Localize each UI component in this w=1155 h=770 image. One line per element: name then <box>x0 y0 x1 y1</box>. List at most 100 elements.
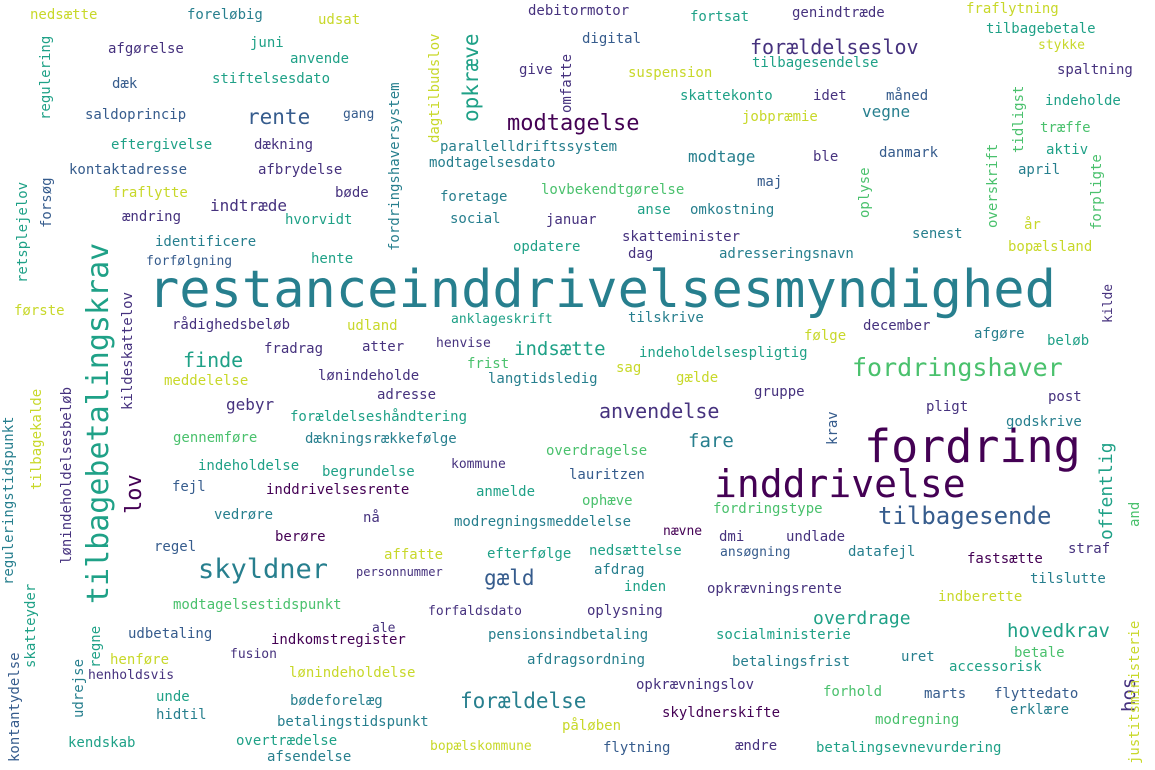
word-overskrift: overskrift <box>985 143 1001 228</box>
word-lønindeholdelsesbeløb: lønindeholdelsesbeløb <box>59 386 75 564</box>
word-indberette: indberette <box>938 589 1023 605</box>
word-danmark: danmark <box>879 145 939 161</box>
word-tilbagebetalingskrav: tilbagebetalingskrav <box>81 242 116 604</box>
word-fraflytning: fraflytning <box>966 1 1059 17</box>
word-offentlig: offentlig <box>1096 442 1117 540</box>
word-kommune: kommune <box>451 457 506 472</box>
word-afdrag: afdrag <box>594 562 645 578</box>
word-skatteyder: skatteyder <box>23 583 39 668</box>
word-dagtilbudslov: dagtilbudslov <box>427 33 443 143</box>
word-marts: marts <box>924 686 967 702</box>
word-flytning: flytning <box>603 740 671 756</box>
word-lovbekendtgørelse: lovbekendtgørelse <box>541 182 685 198</box>
word-udsat: udsat <box>318 12 361 28</box>
word-tilslutte: tilslutte <box>1030 571 1106 587</box>
word-indeholdelse: indeholdelse <box>198 458 300 474</box>
word-erklære: erklære <box>1010 702 1070 718</box>
word-inddrivelse: inddrivelse <box>714 462 966 506</box>
word-henvise: henvise <box>436 336 491 351</box>
word-debitormotor: debitormotor <box>528 3 630 19</box>
word-pligt: pligt <box>926 399 969 415</box>
word-modtagelsestidspunkt: modtagelsestidspunkt <box>173 597 342 613</box>
word-anmelde: anmelde <box>476 484 536 500</box>
word-forældelseshåndtering: forældelseshåndtering <box>290 409 468 425</box>
word-atter: atter <box>362 339 405 355</box>
word-flyttedato: flyttedato <box>994 686 1079 702</box>
word-fordringstype: fordringstype <box>713 501 823 517</box>
word-accessorisk: accessorisk <box>949 659 1042 675</box>
word-omfatte: omfatte <box>559 53 575 113</box>
word-fusion: fusion <box>230 647 277 662</box>
word-følge: følge <box>804 328 847 344</box>
word-nævne: nævne <box>663 524 703 539</box>
word-and: kilde <box>1101 283 1116 323</box>
word-lauritzen: lauritzen <box>569 467 645 483</box>
word-betalingstidspunkt: betalingstidspunkt <box>277 714 429 730</box>
word-nå: nå <box>363 510 380 526</box>
word-fordringshaver: fordringshaver <box>852 353 1063 382</box>
word-kontantydelse: kontantydelse <box>7 652 23 762</box>
word-fastsætte: fastsætte <box>967 551 1043 567</box>
word-omkostning: omkostning <box>690 202 775 218</box>
word-hovedkrav: hovedkrav <box>1007 620 1110 642</box>
word-stiftelsesdato: stiftelsesdato <box>212 71 331 87</box>
word-dækningsrækkefølge: dækningsrækkefølge <box>305 431 457 447</box>
word-overdrage: overdrage <box>813 608 911 629</box>
word-opkræve: opkræve <box>459 33 483 122</box>
word-idet: idet <box>813 88 847 104</box>
word-udrejse: udrejse <box>71 658 87 718</box>
word-efterfølge: efterfølge <box>487 546 572 562</box>
word-suspension: suspension <box>628 65 713 81</box>
word-tilbagesende: tilbagesende <box>878 502 1052 530</box>
word-skyldner: skyldner <box>198 554 329 585</box>
word-tidligst: tidligst <box>1011 85 1027 153</box>
word-eftergivelse: eftergivelse <box>111 137 213 153</box>
word-meddelelse: meddelelse <box>164 373 249 389</box>
word-hidtil: hidtil <box>156 707 207 723</box>
word-gebyr: gebyr <box>226 395 275 414</box>
word-aktiv: aktiv <box>1046 142 1089 158</box>
word-skat: justitsministerie <box>1127 620 1143 764</box>
word-forældelse: forældelse <box>460 689 587 713</box>
word-ændre: ændre <box>735 738 778 754</box>
word-parallelldriftssystem: parallelldriftssystem <box>440 139 618 155</box>
word-rente: rente <box>247 105 311 129</box>
word-sag: sag <box>616 360 642 376</box>
word-opkrævningsrente: opkrævningsrente <box>707 581 842 597</box>
word-regne: regne <box>88 625 104 668</box>
word-identificere: identificere <box>155 234 257 250</box>
word-påløben: påløben <box>562 718 622 734</box>
word-juni: juni <box>250 35 284 51</box>
word-justitsministerie: and <box>1127 501 1143 527</box>
word-forsøg: forsøg <box>39 177 55 228</box>
word-kontaktadresse: kontaktadresse <box>69 162 188 178</box>
word-oplyse: oplyse <box>857 167 873 218</box>
word-første: første <box>14 303 65 319</box>
word-indsætte: indsætte <box>514 338 606 360</box>
word-forpligte: forpligte <box>1089 154 1105 230</box>
word-dækning: dækning <box>254 137 314 153</box>
word-beløb: beløb <box>1047 333 1090 349</box>
word-finde: finde <box>183 348 244 372</box>
word-krav: krav <box>825 411 841 445</box>
word-betale: betale <box>1014 645 1065 661</box>
word-gæld: gæld <box>484 566 535 590</box>
word-fejl: fejl <box>172 479 206 495</box>
word-ændring: ændring <box>122 209 182 225</box>
word-modregningsmeddelelse: modregningsmeddelelse <box>454 514 632 530</box>
word-skyldnerskifte: skyldnerskifte <box>662 705 781 721</box>
word-indeholdelsespligtig: indeholdelsespligtig <box>639 345 808 361</box>
word-anse: anse <box>637 202 671 218</box>
word-tilbagebetale: tilbagebetale <box>986 21 1096 37</box>
word-henholdsvis: henholdsvis <box>88 668 175 683</box>
word-ansøgning: ansøgning <box>720 545 791 560</box>
word-modtagelse: modtagelse <box>507 111 640 136</box>
word-indeholde: indeholde <box>1045 93 1121 109</box>
word-januar: januar <box>546 212 597 228</box>
word-give: give <box>519 62 553 78</box>
word-forfølgning: forfølgning <box>146 254 233 269</box>
word-overdragelse: overdragelse <box>546 443 648 459</box>
word-indkomstregister: indkomstregister <box>271 632 406 648</box>
word-pensionsindbetaling: pensionsindbetaling <box>488 627 649 643</box>
word-regel: regel <box>154 539 197 555</box>
